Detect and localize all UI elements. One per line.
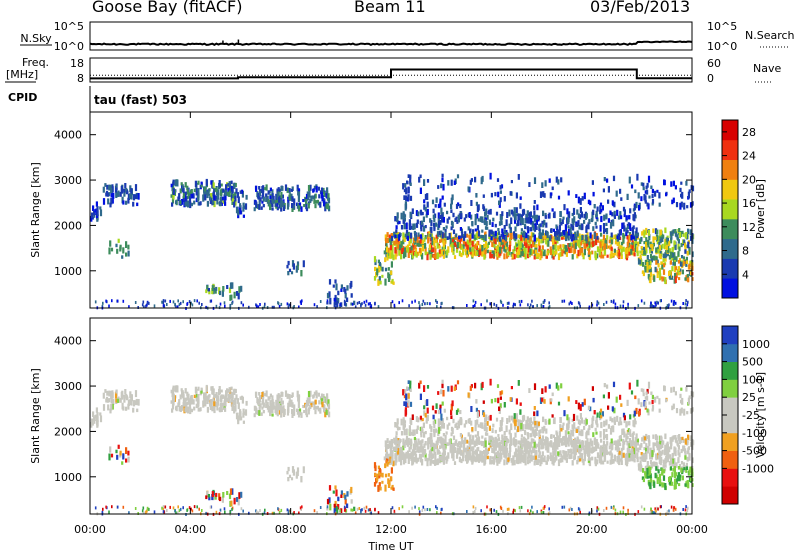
velocity-colorbar-swatch [722,397,738,416]
velocity-panel-ytick-label: 2000 [54,425,82,438]
noise-tick-bottom-right: 10^0 [707,40,737,53]
nsky-series-line [89,40,693,47]
power-colorbar-tick-label: 16 [742,197,756,210]
time-tick-label: 12:00 [375,523,407,536]
freq-label: Freq. [22,56,49,69]
power-colorbar-tick-label: 24 [742,150,756,163]
velocity-colorbar-swatch [722,450,738,469]
power-colorbar-swatch [722,278,738,299]
freq-panel-frame [89,57,693,83]
velocity-colorbar-tick-label: -25 [742,409,760,422]
velocity-colorbar-swatch [722,486,738,505]
velocity-scatter [90,378,695,516]
velocity-colorbar-tick-label: 25 [742,391,756,404]
power-colorbar-swatch [722,199,738,220]
noise-left-label: N.Sky [20,32,52,45]
nave-tick-bottom: 0 [707,72,714,85]
power-colorbar-swatch [722,218,738,240]
nave-tick-top: 60 [707,57,721,70]
noise-tick-top-left: 10^5 [54,20,84,33]
freq-tick-top: 18 [70,57,84,70]
scatter-layer [89,39,695,516]
velocity-colorbar-swatch [722,343,738,362]
power-colorbar-tick-label: 20 [742,173,756,186]
power-colorbar-tick-label: 12 [742,221,756,234]
beam-title: Beam 11 [354,0,426,16]
velocity-colorbar-tick-label: 1000 [742,338,770,351]
power-colorbar-swatch [722,139,738,160]
power-colorbar-swatch [722,258,738,279]
velocity-colorbar-tick-label: -1000 [742,462,774,475]
noise-tick-bottom-left: 10^0 [54,40,84,53]
cpid-label: CPID [8,91,37,104]
velocity-colorbar-swatch [722,415,738,434]
velocity-colorbar-label: Velocity [m s-1] [754,372,767,458]
velocity-colorbar-tick-label: 500 [742,356,763,369]
velocity-panel-ytick-label: 3000 [54,380,82,393]
time-tick-label: 00:00 [74,523,106,536]
power-colorbar-swatch [722,179,738,200]
power-colorbar-tick-label: 8 [742,245,749,258]
velocity-colorbar-swatch [722,326,738,345]
velocity-colorbar-tick-label: -500 [742,445,767,458]
power-colorbar-frame [721,119,739,299]
power-panel-ylabel: Slant Range [km] [29,162,42,258]
power-panel-ytick-label: 4000 [54,129,82,142]
velocity-colorbar-swatch [722,468,738,487]
power-panel-ytick-label: 2000 [54,219,82,232]
frames-layer [89,21,739,515]
velocity-colorbar-swatch [722,361,738,380]
freq-tick-bottom: 8 [77,72,84,85]
power-scatter [90,172,695,310]
power-colorbar-swatch [722,120,738,141]
noise-panel-frame [89,21,693,51]
time-tick-label: 16:00 [475,523,507,536]
velocity-colorbar-tick-label: -100 [742,427,767,440]
velocity-panel-ytick-label: 4000 [54,335,82,348]
velocity-panel-ylabel: Slant Range [km] [29,368,42,464]
noise-tick-top-right: 10^5 [707,20,737,33]
time-tick-label: 08:00 [275,523,307,536]
power-colorbar-label: Power [dB] [754,179,767,239]
power-colorbar-tick-label: 28 [742,126,756,139]
freq-unit-label: [MHz] [6,68,38,81]
power-colorbar-swatch [722,238,738,259]
power-colorbar-tick-label: 4 [742,268,749,281]
time-tick-label: 20:00 [576,523,608,536]
date-title: 03/Feb/2013 [590,0,691,16]
text-layer: N.Sky10^510^010^510^0N.SearchFreq.[MHz]1… [5,20,795,553]
freq-series-line [90,68,692,80]
time-tick-label: 04:00 [174,523,206,536]
power-panel-ytick-label: 1000 [54,265,82,278]
nave-label: Nave [753,62,781,75]
velocity-colorbar-tick-label: 100 [742,373,763,386]
power-panel-ytick-label: 3000 [54,174,82,187]
velocity-panel-ytick-label: 1000 [54,471,82,484]
noise-right-label: N.Search [745,29,795,42]
velocity-colorbar-swatch [722,379,738,398]
time-axis-label: Time UT [367,540,413,553]
time-tick-label: 00:00 [676,523,708,536]
power-colorbar-swatch [722,159,738,180]
cpid-program: tau (fast) 503 [94,93,187,107]
velocity-colorbar-swatch [722,432,738,451]
station-title: Goose Bay (fitACF) [92,0,243,16]
